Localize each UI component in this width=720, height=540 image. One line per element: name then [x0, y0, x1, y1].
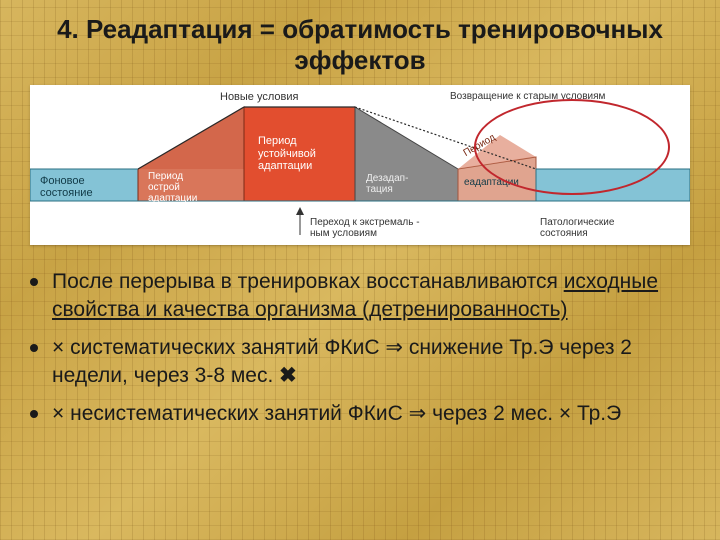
label-patol: Патологическиесостояния — [540, 217, 614, 239]
label-novye: Новые условия — [220, 91, 298, 103]
list-item: × систематических занятий ФКиС ⇒ снижени… — [20, 334, 690, 390]
list-item: После перерыва в тренировках восстанавли… — [20, 268, 690, 324]
page-title: 4. Реадаптация = обратимость тренировочн… — [0, 14, 720, 76]
label-ustoich: Периодустойчивойадаптации — [258, 135, 316, 173]
label-ostroy: Периодостройадаптации — [148, 171, 197, 204]
bullet-list: После перерыва в тренировках восстанавли… — [20, 268, 690, 438]
bullet-icon — [30, 278, 38, 286]
bullet-text-bold: ✖ — [279, 364, 297, 387]
bullet-icon — [30, 344, 38, 352]
adaptation-diagram: Новые условия Возвращение к старым услов… — [30, 85, 690, 245]
label-dez: Дезадап-тация — [366, 173, 408, 195]
list-item: × несистематических занятий ФКиС ⇒ через… — [20, 400, 690, 428]
bullet-text: После перерыва в тренировках восстанавли… — [52, 270, 564, 293]
label-perehod: Переход к экстремаль -ным условиям — [310, 217, 420, 239]
bullet-icon — [30, 410, 38, 418]
bullet-text: × несистематических занятий ФКиС ⇒ через… — [52, 402, 621, 425]
highlight-ellipse — [474, 99, 670, 195]
label-fon: Фоновоесостояние — [40, 175, 93, 199]
bullet-text: × систематических занятий ФКиС ⇒ снижени… — [52, 336, 632, 387]
